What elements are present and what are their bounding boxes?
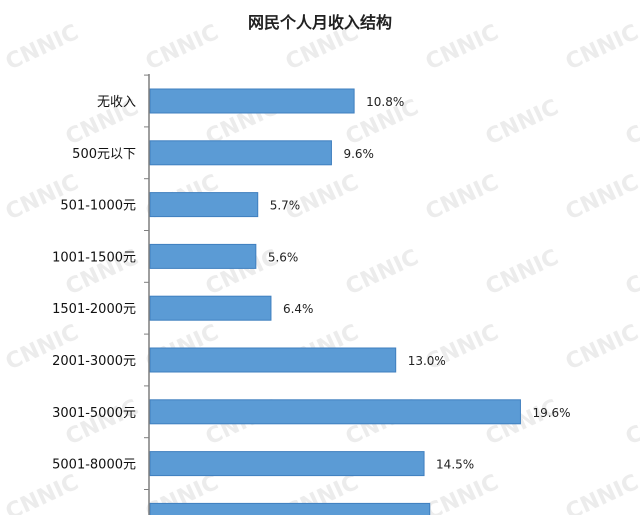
category-label: 1501-2000元	[52, 302, 136, 317]
y-axis-ticks	[144, 74, 149, 490]
category-label: 1001-1500元	[52, 250, 136, 265]
bar	[149, 295, 272, 321]
watermark-text: CNNIC	[142, 20, 223, 75]
watermark-text: CNNIC	[62, 395, 143, 450]
chart-title: 网民个人月收入结构	[248, 13, 392, 32]
watermark-text: CNNIC	[622, 245, 640, 300]
category-label: 2001-3000元	[52, 354, 136, 369]
bar	[149, 192, 259, 218]
watermark-text: CNNIC	[482, 245, 563, 300]
watermark-text: CNNIC	[562, 20, 640, 75]
value-labels: 10.8% 9.6% 5.7% 5.6% 6.4% 13.0% 19.6% 14.5%	[268, 95, 571, 472]
bar	[149, 502, 431, 515]
watermark-text: CNNIC	[342, 245, 423, 300]
bar	[149, 451, 425, 477]
value-label: 9.6%	[343, 147, 374, 161]
category-label: 无收入	[97, 95, 136, 110]
bar	[149, 88, 355, 114]
value-label: 10.8%	[366, 95, 404, 109]
watermark-text: CNNIC	[562, 320, 640, 375]
watermark-text: CNNIC	[622, 95, 640, 150]
value-label: 14.5%	[436, 458, 474, 472]
watermark-text: CNNIC	[422, 20, 503, 75]
value-label: 6.4%	[283, 302, 314, 316]
bars-group	[149, 88, 521, 515]
watermark-text: CNNIC	[622, 395, 640, 450]
category-label: 501-1000元	[60, 199, 136, 214]
category-labels: 无收入 500元以下 501-1000元 1001-1500元 1501-2000元 20…	[52, 95, 136, 473]
bar	[149, 140, 332, 166]
bar	[149, 243, 257, 269]
watermark-text: CNNIC	[482, 95, 563, 150]
watermark-text: CNNIC	[562, 470, 640, 515]
value-label: 19.6%	[532, 406, 570, 420]
bar	[149, 347, 397, 373]
bar	[149, 399, 521, 425]
watermark-text: CNNIC	[422, 470, 503, 515]
value-label: 5.6%	[268, 250, 299, 264]
value-label: 13.0%	[408, 354, 446, 368]
watermark-text: CNNIC	[2, 470, 83, 515]
value-label: 5.7%	[270, 199, 301, 213]
watermark-text: CNNIC	[422, 170, 503, 225]
category-label: 5001-8000元	[52, 458, 136, 473]
category-label: 500元以下	[72, 147, 136, 162]
watermark-text: CNNIC	[2, 20, 83, 75]
watermark-text: CNNIC	[562, 170, 640, 225]
category-label: 3001-5000元	[52, 406, 136, 421]
